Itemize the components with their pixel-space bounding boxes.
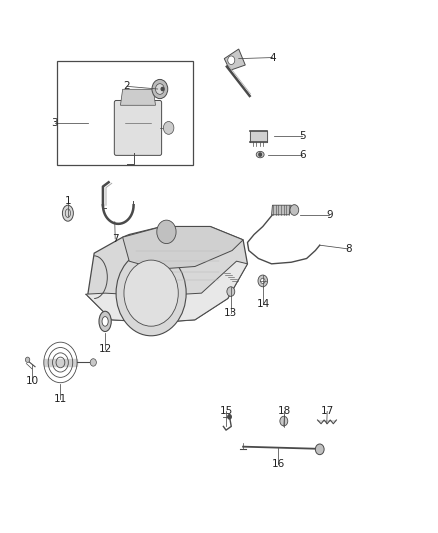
- Circle shape: [227, 287, 235, 296]
- Circle shape: [155, 84, 164, 94]
- Text: 15: 15: [220, 407, 233, 416]
- Text: 1: 1: [64, 196, 71, 206]
- Circle shape: [261, 278, 265, 284]
- Polygon shape: [85, 261, 247, 322]
- Ellipse shape: [99, 311, 111, 332]
- Circle shape: [161, 87, 164, 91]
- Circle shape: [228, 415, 231, 419]
- Circle shape: [124, 260, 178, 326]
- Polygon shape: [88, 227, 247, 322]
- Polygon shape: [44, 359, 77, 366]
- Circle shape: [290, 205, 299, 215]
- Ellipse shape: [256, 151, 264, 158]
- Polygon shape: [224, 49, 245, 70]
- Text: 9: 9: [326, 210, 333, 220]
- Circle shape: [152, 79, 168, 99]
- Text: 13: 13: [224, 308, 237, 318]
- Text: 2: 2: [124, 82, 131, 91]
- Text: 11: 11: [54, 394, 67, 403]
- Text: 7: 7: [112, 234, 119, 244]
- Text: 5: 5: [299, 132, 306, 141]
- Polygon shape: [120, 89, 155, 106]
- Circle shape: [90, 359, 96, 366]
- Polygon shape: [272, 205, 291, 215]
- Circle shape: [259, 153, 261, 156]
- Circle shape: [25, 357, 30, 362]
- FancyBboxPatch shape: [114, 100, 162, 156]
- Text: 4: 4: [269, 53, 276, 62]
- Bar: [57, 61, 193, 165]
- Circle shape: [163, 122, 174, 134]
- Text: 10: 10: [25, 376, 39, 386]
- Text: 18: 18: [278, 407, 291, 416]
- Text: 16: 16: [272, 459, 285, 469]
- Circle shape: [280, 416, 288, 426]
- Text: 12: 12: [99, 344, 112, 354]
- Polygon shape: [123, 227, 243, 269]
- Text: 6: 6: [299, 150, 306, 159]
- Text: 3: 3: [51, 118, 58, 127]
- Text: 14: 14: [257, 299, 270, 309]
- Polygon shape: [250, 131, 267, 142]
- Text: 8: 8: [345, 244, 352, 254]
- Circle shape: [116, 251, 186, 336]
- Circle shape: [157, 220, 176, 244]
- Ellipse shape: [62, 205, 73, 221]
- Text: 17: 17: [321, 407, 334, 416]
- Ellipse shape: [102, 317, 108, 326]
- Circle shape: [258, 275, 268, 287]
- Circle shape: [228, 56, 235, 64]
- Circle shape: [315, 444, 324, 455]
